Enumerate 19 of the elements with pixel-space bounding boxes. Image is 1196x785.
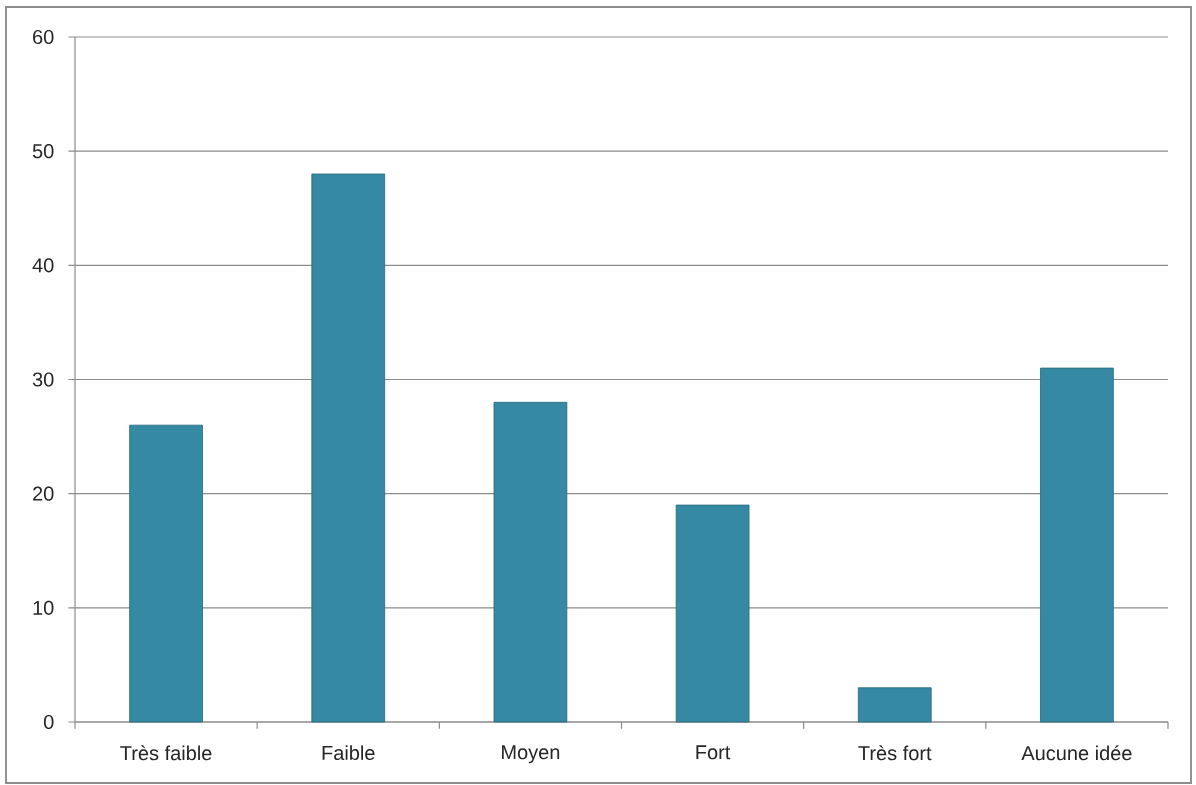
x-tick-label: Très fort [858, 745, 932, 761]
y-tick-label: 60 [33, 29, 54, 45]
y-tick-label: 10 [33, 600, 54, 615]
y-tick-label: 30 [32, 372, 54, 387]
bar [1040, 367, 1114, 723]
bar [675, 504, 750, 723]
bar [857, 687, 932, 723]
bar [311, 173, 386, 723]
x-tick-label: Moyen [502, 745, 560, 764]
x-tick-label: Très faible [120, 745, 212, 761]
x-tick-label: Aucune idée [1021, 745, 1132, 761]
x-tick-label: Fort [696, 745, 731, 760]
x-tick-label: Faible [322, 745, 375, 761]
bar [493, 401, 568, 723]
y-tick-label: 0 [43, 714, 54, 730]
bar [129, 424, 203, 723]
y-tick-label: 40 [32, 258, 54, 273]
y-tick-label: 20 [33, 486, 54, 501]
y-tick-label: 50 [32, 144, 54, 159]
